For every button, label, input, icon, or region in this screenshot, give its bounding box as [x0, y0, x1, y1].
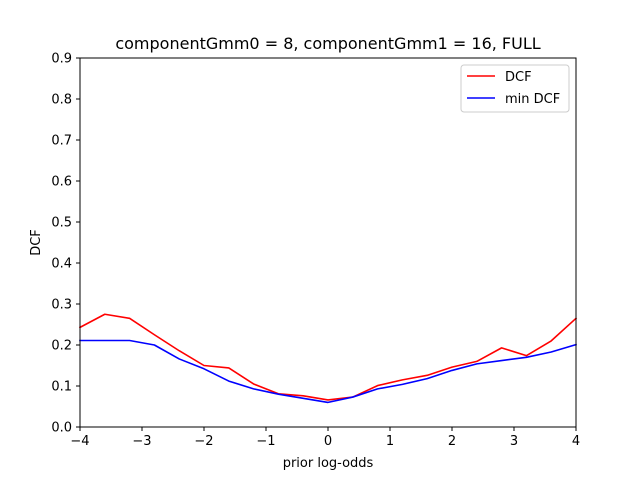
y-tick-label: 0.4 [51, 257, 72, 272]
x-tick-label: 0 [324, 434, 332, 449]
x-tick-label: −2 [194, 434, 213, 449]
x-tick-label: 4 [572, 434, 580, 449]
x-tick-label: −4 [70, 434, 89, 449]
series-line-dcf [78, 313, 578, 401]
x-tick-label: 2 [448, 434, 456, 449]
y-tick-label: 0.6 [51, 175, 72, 190]
y-axis-ticks: 0.0 0.1 0.2 0.3 0.4 0.5 0.6 0.7 0.8 0.9 [51, 52, 80, 436]
legend-label-dcf: DCF [505, 70, 532, 85]
x-axis-ticks: −4 −3 −2 −1 0 1 2 3 4 [70, 427, 580, 449]
y-tick-label: 0.0 [51, 421, 72, 436]
plot-lines [78, 313, 578, 404]
legend: DCF min DCF [460, 64, 570, 113]
y-axis-label: DCF [29, 229, 44, 256]
x-tick-label: 1 [386, 434, 394, 449]
y-tick-label: 0.7 [51, 134, 72, 149]
x-tick-label: 3 [510, 434, 518, 449]
y-tick-label: 0.5 [51, 216, 72, 231]
series-line-min-dcf [79, 339, 577, 404]
x-tick-label: −1 [256, 434, 275, 449]
x-axis-label: prior log-odds [283, 456, 374, 471]
chart-title: componentGmm0 = 8, componentGmm1 = 16, F… [115, 34, 540, 53]
x-tick-label: −3 [132, 434, 151, 449]
y-tick-label: 0.1 [51, 380, 72, 395]
y-tick-label: 0.9 [51, 52, 72, 67]
y-tick-label: 0.3 [51, 298, 72, 313]
legend-label-min-dcf: min DCF [505, 92, 560, 107]
y-tick-label: 0.8 [51, 93, 72, 108]
y-tick-label: 0.2 [51, 339, 72, 354]
